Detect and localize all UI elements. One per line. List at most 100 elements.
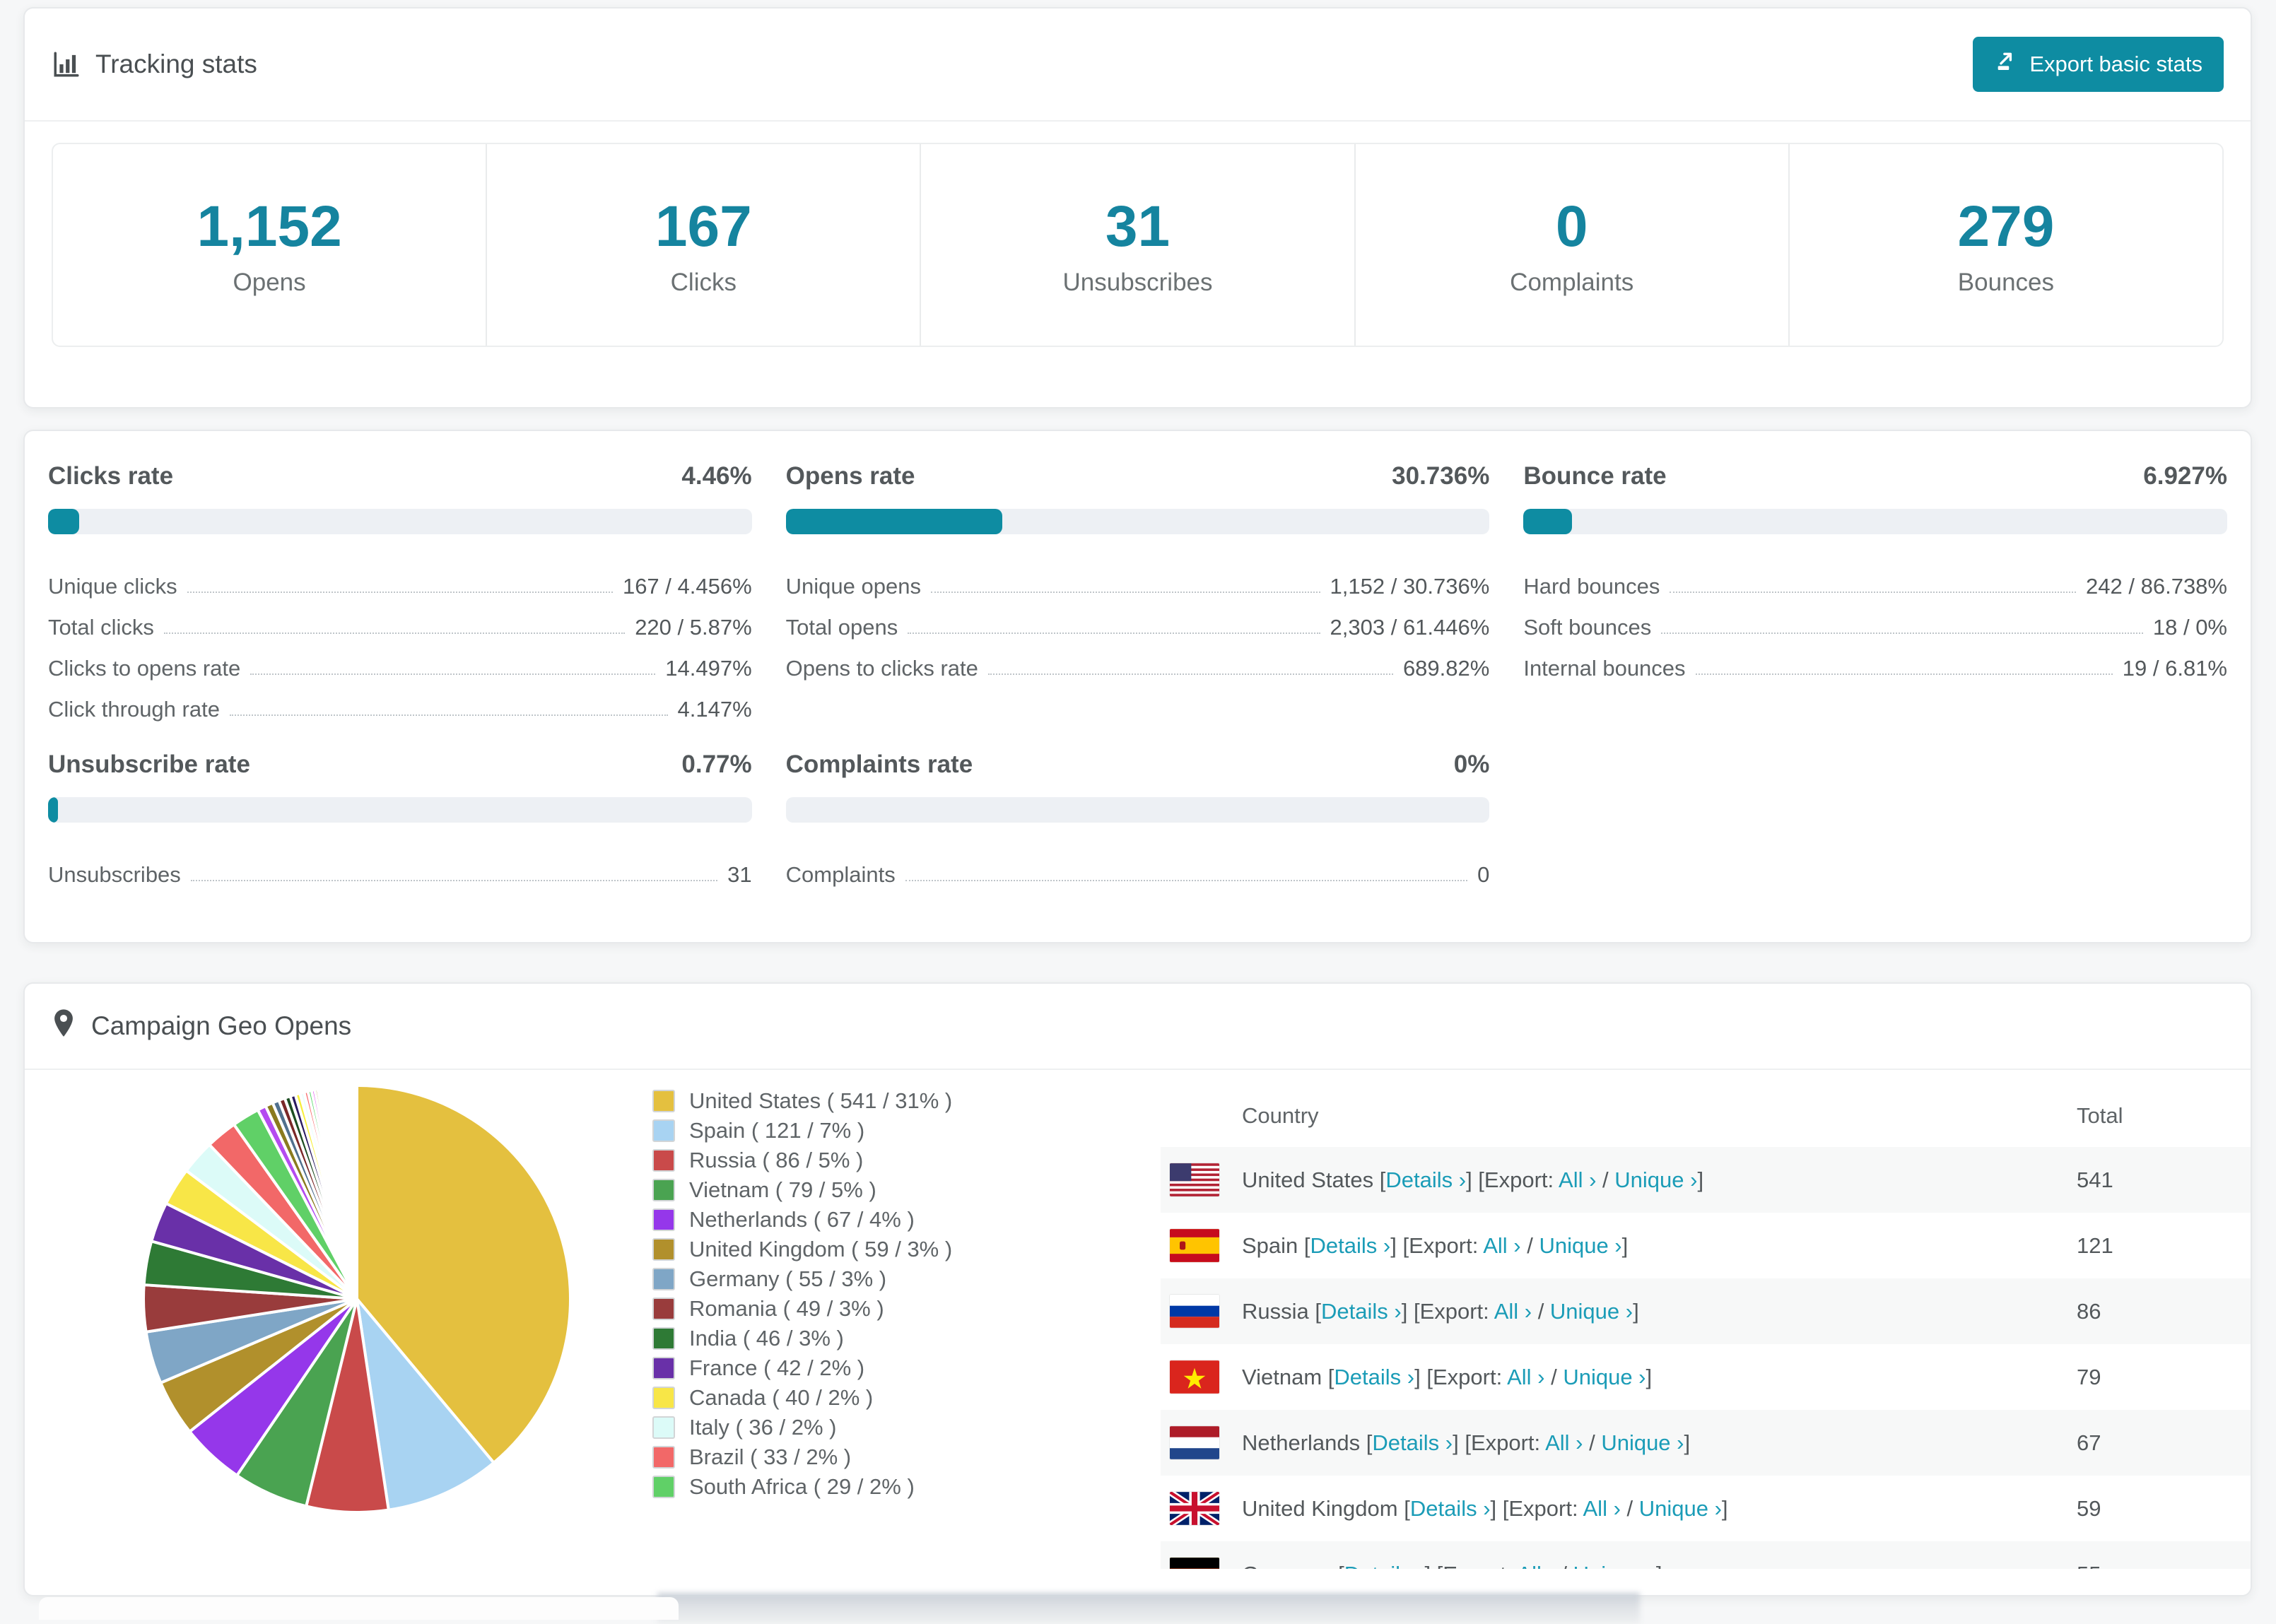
- country-export-all-link[interactable]: All ›: [1507, 1365, 1544, 1389]
- legend-item: India ( 46 / 3% ): [652, 1328, 952, 1349]
- export-prefix: Export:: [1484, 1167, 1554, 1192]
- rate-progress-bar: [1523, 509, 2227, 534]
- country-export-all-link[interactable]: All ›: [1483, 1233, 1520, 1258]
- legend-label: Vietnam ( 79 / 5% ): [689, 1177, 876, 1203]
- bracket: [: [1338, 1562, 1344, 1570]
- country-export-all-link[interactable]: All ›: [1517, 1562, 1554, 1570]
- country-export-all-link[interactable]: All ›: [1583, 1496, 1621, 1521]
- legend-color-marker: [652, 1416, 675, 1439]
- bracket: ]: [1646, 1365, 1653, 1389]
- rate-detail-row: Total clicks 220 / 5.87%: [48, 599, 752, 640]
- legend-label: Romania ( 49 / 3% ): [689, 1296, 884, 1322]
- map-pin-icon: [52, 1008, 76, 1045]
- country-export-all-link[interactable]: All ›: [1559, 1167, 1596, 1192]
- rate-detail-label: Total clicks: [48, 615, 154, 640]
- legend-item: Spain ( 121 / 7% ): [652, 1120, 952, 1141]
- geo-table-row: Russia [Details ›] [Export: All › / Uniq…: [1161, 1278, 2252, 1344]
- legend-label: Brazil ( 33 / 2% ): [689, 1444, 851, 1470]
- legend-label: Russia ( 86 / 5% ): [689, 1148, 863, 1173]
- country-details-link[interactable]: Details ›: [1321, 1299, 1402, 1324]
- country-export-unique-link[interactable]: Unique ›: [1601, 1430, 1684, 1455]
- bracket: ] [: [1491, 1496, 1509, 1521]
- bottom-card-edge: [39, 1597, 679, 1620]
- export-basic-stats-button[interactable]: Export basic stats: [1973, 37, 2224, 92]
- rate-detail-row: Unique opens 1,152 / 30.736%: [786, 558, 1490, 599]
- dotted-leader: [250, 673, 655, 675]
- summary-stats-box: 1,152 Opens 167 Clicks 31 Unsubscribes 0…: [52, 143, 2224, 347]
- country-total: 55: [2077, 1562, 2101, 1570]
- bracket: [: [1404, 1496, 1410, 1521]
- page-title: Tracking stats: [95, 49, 257, 79]
- dotted-leader: [1661, 632, 2143, 634]
- country-export-unique-link[interactable]: Unique ›: [1539, 1233, 1621, 1258]
- legend-item: Canada ( 40 / 2% ): [652, 1387, 952, 1408]
- country-export-all-link[interactable]: All ›: [1545, 1430, 1583, 1455]
- rate-detail-label: Click through rate: [48, 697, 220, 722]
- rate-title: Unsubscribe rate: [48, 751, 250, 779]
- country-details-link[interactable]: Details ›: [1372, 1430, 1453, 1455]
- country-name: United Kingdom: [1242, 1496, 1398, 1521]
- legend-color-marker: [652, 1179, 675, 1201]
- country-export-unique-link[interactable]: Unique ›: [1563, 1365, 1646, 1389]
- rates-grid: Clicks rate 4.46% Unique clicks 167 / 4.…: [25, 431, 2251, 888]
- country-details-link[interactable]: Details ›: [1310, 1233, 1391, 1258]
- bar-chart-icon: [52, 49, 81, 79]
- tracking-stats-card: Tracking stats Export basic stats 1,152 …: [23, 7, 2252, 408]
- summary-stat-value: 279: [1958, 194, 2055, 260]
- legend-color-marker: [652, 1357, 675, 1379]
- legend-item: Netherlands ( 67 / 4% ): [652, 1209, 952, 1230]
- country-name: United States: [1242, 1167, 1373, 1192]
- export-prefix: Export:: [1508, 1496, 1578, 1521]
- dotted-leader: [187, 592, 613, 593]
- bracket: ]: [1633, 1299, 1639, 1324]
- country-details-link[interactable]: Details ›: [1344, 1562, 1425, 1570]
- country-details-link[interactable]: Details ›: [1334, 1365, 1414, 1389]
- country-export-unique-link[interactable]: Unique ›: [1550, 1299, 1633, 1324]
- country-export-all-link[interactable]: All ›: [1494, 1299, 1532, 1324]
- summary-stat-value: 167: [655, 194, 752, 260]
- rate-progress-fill: [786, 509, 1002, 534]
- dotted-leader: [931, 592, 1320, 593]
- bracket: ] [: [1453, 1430, 1471, 1455]
- rate-progress-bar: [48, 509, 752, 534]
- country-flag-icon: [1170, 1492, 1219, 1525]
- geo-table-header-country: Country: [1242, 1103, 1319, 1129]
- geo-country-table: Country Total United States [Details ›] …: [1161, 1084, 2252, 1569]
- country-total: 67: [2077, 1430, 2101, 1455]
- summary-stat-cell: 1,152 Opens: [53, 144, 486, 346]
- country-total: 59: [2077, 1496, 2101, 1521]
- legend-label: Germany ( 55 / 3% ): [689, 1266, 886, 1292]
- legend-color-marker: [652, 1446, 675, 1469]
- geo-table-row: Germany [Details ›] [Export: All › / Uni…: [1161, 1541, 2252, 1569]
- separator: /: [1583, 1430, 1601, 1455]
- dotted-leader: [1670, 592, 2076, 593]
- rate-detail-row: Internal bounces 19 / 6.81%: [1523, 640, 2227, 681]
- separator: /: [1544, 1365, 1563, 1389]
- geo-table-row: Spain [Details ›] [Export: All › / Uniqu…: [1161, 1213, 2252, 1278]
- bracket: ]: [1622, 1233, 1629, 1258]
- rate-detail-row: Complaints 0: [786, 847, 1490, 888]
- country-export-unique-link[interactable]: Unique ›: [1573, 1562, 1656, 1570]
- bracket: ] [: [1424, 1562, 1443, 1570]
- legend-color-marker: [652, 1208, 675, 1231]
- country-export-unique-link[interactable]: Unique ›: [1639, 1496, 1722, 1521]
- country-export-unique-link[interactable]: Unique ›: [1614, 1167, 1697, 1192]
- country-name: Spain: [1242, 1233, 1298, 1258]
- summary-stat-label: Complaints: [1510, 269, 1633, 297]
- bracket: ]: [1684, 1430, 1691, 1455]
- rate-value: 4.46%: [681, 462, 751, 490]
- bracket: ]: [1697, 1167, 1703, 1192]
- rate-detail-row: Unique clicks 167 / 4.456%: [48, 558, 752, 599]
- country-details-link[interactable]: Details ›: [1410, 1496, 1491, 1521]
- rate-panel: Clicks rate 4.46% Unique clicks 167 / 4.…: [48, 462, 752, 722]
- rate-title: Clicks rate: [48, 462, 173, 490]
- legend-item: United Kingdom ( 59 / 3% ): [652, 1239, 952, 1260]
- bracket: ]: [1722, 1496, 1728, 1521]
- rate-detail-value: 19 / 6.81%: [2123, 656, 2227, 681]
- tracking-stats-title: Tracking stats: [52, 49, 257, 79]
- country-flag-icon: [1170, 1426, 1219, 1459]
- rate-title: Complaints rate: [786, 751, 973, 779]
- legend-label: South Africa ( 29 / 2% ): [689, 1474, 915, 1500]
- rate-title: Bounce rate: [1523, 462, 1666, 490]
- country-details-link[interactable]: Details ›: [1385, 1167, 1466, 1192]
